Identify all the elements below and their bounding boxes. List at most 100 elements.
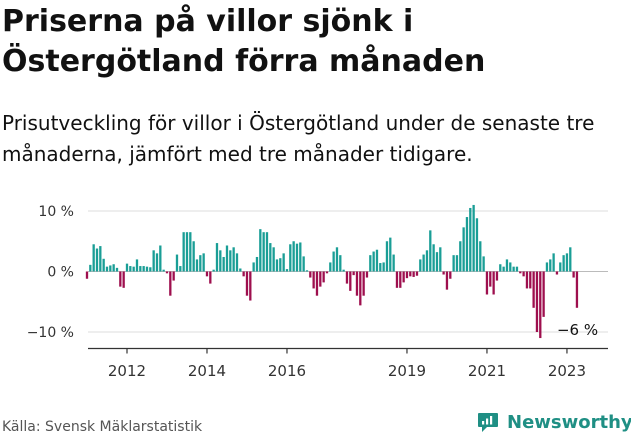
chart-subtitle: Prisutveckling för villor i Östergötland… bbox=[2, 111, 595, 166]
bar bbox=[299, 242, 302, 272]
bar bbox=[265, 232, 269, 272]
bar bbox=[235, 253, 239, 272]
bar bbox=[109, 265, 112, 272]
bar bbox=[222, 256, 225, 272]
bar bbox=[212, 269, 215, 272]
bar bbox=[485, 271, 489, 295]
bar bbox=[559, 262, 562, 272]
bar bbox=[292, 241, 295, 272]
y-tick-label: 10 % bbox=[38, 204, 74, 220]
bar bbox=[149, 267, 152, 272]
bar bbox=[329, 262, 332, 272]
bar bbox=[419, 259, 422, 272]
bar bbox=[112, 264, 115, 272]
bar bbox=[272, 247, 275, 272]
bar bbox=[349, 271, 352, 291]
bar bbox=[219, 250, 222, 272]
bar bbox=[135, 259, 139, 272]
bar bbox=[352, 271, 355, 276]
x-tick-label: 2021 bbox=[468, 362, 506, 380]
bar bbox=[132, 266, 135, 272]
bar bbox=[465, 217, 469, 272]
bar bbox=[245, 271, 249, 296]
bar bbox=[129, 266, 132, 272]
bar bbox=[342, 269, 345, 272]
bar bbox=[195, 259, 199, 272]
bar bbox=[192, 241, 195, 272]
bar bbox=[482, 256, 485, 272]
bar bbox=[319, 271, 322, 287]
bar bbox=[492, 271, 495, 295]
newsworthy-logo-icon bbox=[478, 413, 498, 432]
bar bbox=[139, 266, 142, 272]
bar bbox=[119, 271, 122, 287]
bar bbox=[285, 269, 289, 272]
bar bbox=[169, 271, 172, 296]
bar bbox=[365, 271, 369, 278]
bar bbox=[475, 218, 479, 272]
bar bbox=[519, 271, 522, 274]
bar bbox=[489, 271, 492, 287]
bar bbox=[239, 268, 242, 272]
bar bbox=[199, 255, 202, 272]
bar bbox=[509, 262, 512, 272]
bar bbox=[415, 271, 419, 276]
bar bbox=[432, 244, 435, 272]
last-value-annotation: −6 % bbox=[557, 321, 598, 339]
bar bbox=[565, 253, 569, 272]
bar bbox=[295, 243, 299, 272]
bar bbox=[385, 241, 389, 272]
bar bbox=[425, 250, 429, 272]
bar bbox=[439, 247, 442, 272]
y-tick-label: −10 % bbox=[27, 325, 74, 341]
bar bbox=[145, 266, 149, 272]
bar bbox=[402, 271, 405, 283]
annotations: −6 % bbox=[557, 321, 598, 339]
bar bbox=[205, 271, 209, 277]
bar bbox=[532, 271, 535, 308]
bar bbox=[102, 258, 105, 272]
bar bbox=[515, 266, 519, 272]
y-tick-label: 0 % bbox=[47, 265, 74, 281]
bar bbox=[412, 271, 415, 277]
bar bbox=[175, 254, 179, 272]
bar bbox=[249, 271, 252, 301]
bar bbox=[162, 269, 165, 272]
bar bbox=[99, 246, 102, 272]
bar bbox=[375, 249, 379, 272]
bar bbox=[242, 271, 245, 277]
bar bbox=[179, 266, 182, 272]
source-credit: Källa: Svensk Mäklarstatistik bbox=[2, 419, 203, 435]
bar bbox=[399, 271, 402, 288]
bar bbox=[185, 232, 189, 272]
bar bbox=[495, 271, 499, 281]
bar bbox=[512, 266, 515, 272]
bar bbox=[122, 271, 125, 288]
x-tick-label: 2023 bbox=[548, 362, 586, 380]
bar bbox=[462, 227, 465, 272]
bar bbox=[189, 232, 192, 272]
bar bbox=[479, 241, 482, 272]
bar bbox=[472, 204, 475, 272]
bar bbox=[335, 247, 339, 272]
bar bbox=[85, 271, 89, 279]
bar bbox=[309, 271, 312, 278]
bar bbox=[359, 271, 362, 306]
bar bbox=[105, 266, 109, 272]
bar bbox=[372, 251, 375, 272]
bar bbox=[275, 259, 279, 272]
bar bbox=[529, 271, 532, 289]
bar bbox=[539, 271, 542, 339]
bar bbox=[182, 232, 185, 272]
bar bbox=[549, 259, 552, 272]
bar bbox=[422, 254, 425, 272]
bar bbox=[262, 232, 265, 272]
bar bbox=[269, 243, 272, 272]
bar bbox=[315, 271, 319, 296]
x-tick-label: 2019 bbox=[388, 362, 426, 380]
bar bbox=[499, 264, 502, 272]
bar bbox=[445, 271, 449, 290]
brand-name: Newsworthy bbox=[507, 411, 631, 433]
bar bbox=[209, 271, 212, 284]
